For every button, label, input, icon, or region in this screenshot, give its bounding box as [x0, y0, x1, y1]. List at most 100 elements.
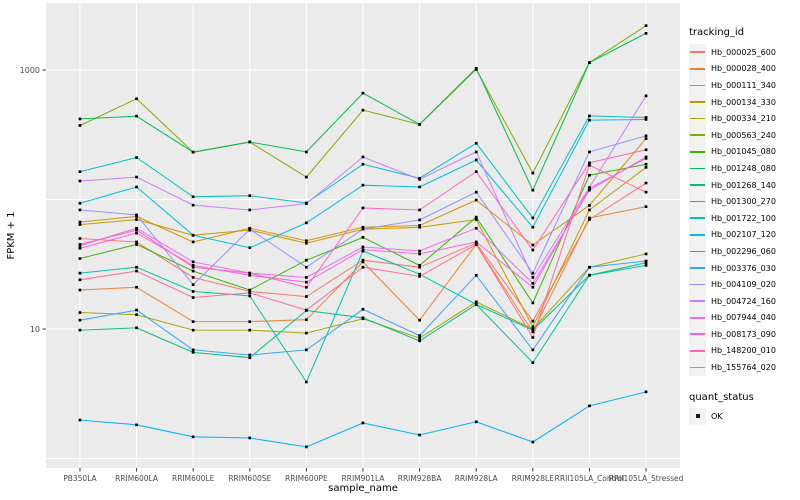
data-point: [531, 440, 535, 444]
data-point: [78, 237, 82, 240]
legend-key-line-icon: [690, 233, 705, 236]
data-point: [361, 162, 365, 166]
data-point: [361, 248, 365, 251]
data-point: [418, 218, 421, 222]
data-point: [135, 97, 138, 101]
data-point: [531, 276, 535, 279]
data-point: [361, 421, 365, 425]
data-point: [305, 241, 308, 245]
data-point: [644, 261, 648, 265]
data-point: [361, 316, 365, 320]
data-point: [418, 275, 421, 278]
data-point: [78, 257, 82, 260]
x-tick-label: RRIM600LE: [172, 474, 215, 483]
data-point: [135, 218, 138, 221]
x-tick-label: RRIM901LA: [342, 474, 386, 483]
data-point: [531, 243, 535, 247]
legend-items: Hb_000025_600 Hb_000028_400 Hb_000111_340 H…: [689, 43, 799, 377]
data-point: [248, 246, 252, 250]
data-point: [588, 61, 591, 64]
legend-key-line-icon: [690, 101, 705, 103]
legend-item-Hb_155764_020: Hb_155764_020: [689, 359, 799, 377]
x-tick-label: RRIM928LA: [455, 474, 499, 483]
legend-item-label: Hb_001045_080: [711, 147, 776, 157]
legend-item-quant-ok: OK: [689, 407, 799, 425]
legend-item-Hb_001722_100: Hb_001722_100: [689, 209, 799, 227]
legend-item-Hb_002296_060: Hb_002296_060: [689, 242, 799, 260]
x-axis-title: sample_name: [328, 483, 398, 494]
data-point: [418, 123, 421, 126]
data-point: [474, 67, 478, 70]
legend-item-label: Hb_155764_020: [711, 363, 776, 373]
legend-key-swatch: [689, 126, 706, 144]
legend-item-Hb_004724_160: Hb_004724_160: [689, 292, 799, 310]
data-point: [418, 252, 421, 256]
data-point: [135, 213, 138, 217]
legend-key-swatch: [689, 143, 706, 161]
y-axis-title: FPKM + 1: [6, 211, 17, 259]
data-point: [588, 161, 591, 165]
data-point: [305, 221, 308, 225]
data-point: [361, 155, 365, 159]
data-point: [474, 215, 478, 219]
data-point: [248, 194, 252, 197]
data-point: [248, 271, 252, 275]
legend-key-swatch: [689, 60, 706, 78]
legend-key-line-icon: [690, 250, 705, 253]
data-point: [78, 170, 82, 173]
x-tick-label: PB350LA: [63, 474, 97, 483]
data-point: [418, 208, 421, 212]
data-point: [135, 326, 138, 330]
data-point: [305, 202, 308, 205]
data-point: [418, 225, 421, 229]
legend-key-swatch: [689, 176, 706, 194]
data-point: [191, 195, 195, 199]
data-point: [135, 215, 138, 218]
data-point: [644, 24, 648, 27]
data-point: [531, 328, 535, 332]
data-point: [361, 108, 365, 112]
data-point: [248, 436, 252, 440]
legend-key-swatch: [689, 159, 706, 177]
data-point: [474, 190, 478, 194]
data-point: [418, 339, 421, 343]
legend-key-swatch: [689, 259, 706, 277]
legend-item-Hb_007944_040: Hb_007944_040: [689, 309, 799, 327]
x-tick-label: RRII105LA_Control: [555, 474, 625, 483]
x-tick-label: RRIM928LE: [512, 474, 555, 483]
data-point: [418, 334, 421, 337]
legend-item-label: Hb_002296_060: [711, 246, 776, 256]
data-point: [531, 282, 535, 285]
data-point: [135, 228, 138, 232]
data-point: [248, 288, 252, 292]
quant-ok-key: [689, 407, 706, 425]
data-point: [588, 204, 591, 207]
data-point: [361, 183, 365, 187]
data-point: [78, 179, 82, 183]
data-point: [191, 233, 195, 237]
data-point: [588, 208, 591, 212]
data-point: [78, 288, 82, 292]
data-point: [361, 260, 365, 264]
data-point: [361, 206, 365, 210]
data-point: [248, 320, 252, 323]
data-point: [248, 140, 252, 144]
legend-key-swatch: [689, 292, 706, 310]
data-point: [474, 226, 478, 230]
data-point: [191, 320, 195, 323]
data-point: [135, 308, 138, 312]
legend-key-swatch: [689, 359, 706, 377]
data-point: [531, 188, 535, 192]
data-point: [78, 328, 82, 332]
data-point: [588, 150, 591, 154]
legend-item-label: Hb_007944_040: [711, 313, 776, 323]
legend-item-Hb_008173_090: Hb_008173_090: [689, 325, 799, 343]
x-tick-label: RRII105LA_Stressed: [609, 474, 684, 483]
legend-key-swatch: [689, 309, 706, 327]
data-point: [248, 291, 252, 295]
data-point: [644, 118, 648, 121]
legend-key-line-icon: [690, 300, 705, 302]
data-point: [531, 336, 535, 339]
data-point: [474, 243, 478, 246]
data-point: [418, 249, 421, 253]
